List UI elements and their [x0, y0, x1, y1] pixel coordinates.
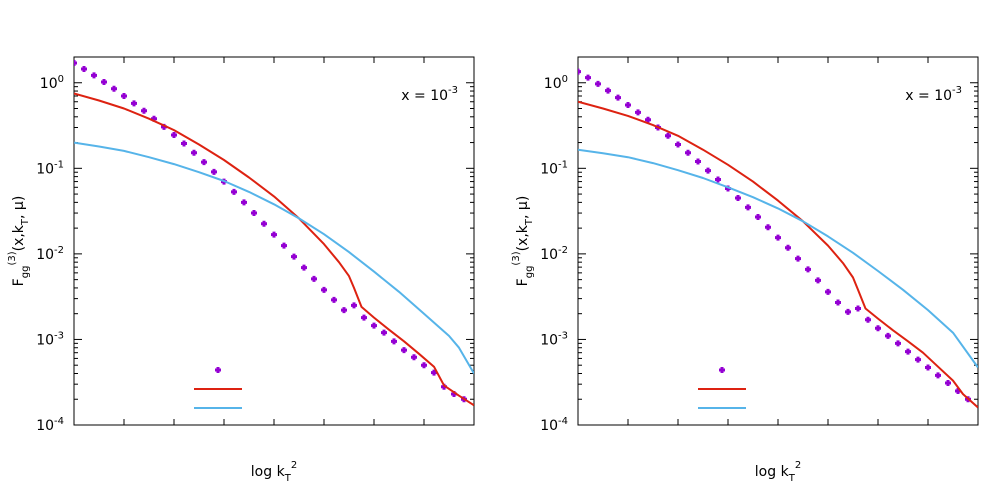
- data-point-no-sudakov: [431, 369, 437, 376]
- data-point-no-sudakov: [141, 107, 147, 114]
- data-point-no-sudakov: [81, 65, 87, 72]
- legend-swatch-point: [215, 367, 221, 373]
- data-point-no-sudakov: [181, 140, 187, 147]
- data-point-no-sudakov: [331, 296, 337, 303]
- data-point-no-sudakov: [281, 242, 287, 249]
- data-point-no-sudakov: [411, 354, 417, 361]
- y-tick-label: 10-3: [36, 330, 64, 348]
- y-tick-label: 10-4: [540, 416, 568, 434]
- data-point-no-sudakov: [341, 307, 347, 314]
- y-tick-label: 10-1: [540, 159, 568, 177]
- data-point-no-sudakov: [745, 204, 751, 211]
- data-point-no-sudakov: [705, 167, 711, 174]
- data-point-no-sudakov: [391, 338, 397, 345]
- data-point-no-sudakov: [715, 176, 721, 183]
- data-point-no-sudakov: [261, 220, 267, 227]
- data-point-no-sudakov: [311, 275, 317, 282]
- data-point-no-sudakov: [935, 372, 941, 379]
- data-point-no-sudakov: [925, 364, 931, 371]
- data-point-no-sudakov: [231, 188, 237, 195]
- data-point-no-sudakov: [825, 288, 831, 295]
- data-point-no-sudakov: [865, 316, 871, 323]
- data-point-no-sudakov: [271, 231, 277, 238]
- data-point-no-sudakov: [815, 277, 821, 284]
- data-point-no-sudakov: [945, 379, 951, 386]
- data-point-no-sudakov: [685, 149, 691, 156]
- series-line-mu17: [74, 92, 474, 407]
- legend: [698, 367, 746, 409]
- x-axis-label: log kT2: [755, 460, 801, 484]
- data-point-no-sudakov: [735, 194, 741, 201]
- data-point-no-sudakov: [371, 322, 377, 329]
- series-line-mu67: [74, 141, 474, 375]
- data-point-no-sudakov: [895, 340, 901, 347]
- data-point-no-sudakov: [855, 305, 861, 312]
- data-point-no-sudakov: [795, 255, 801, 262]
- data-point-no-sudakov: [665, 132, 671, 139]
- data-point-no-sudakov: [585, 74, 591, 81]
- data-point-no-sudakov: [885, 332, 891, 339]
- y-tick-label: 10-4: [36, 416, 64, 434]
- data-point-no-sudakov: [321, 286, 327, 293]
- data-point-no-sudakov: [121, 93, 127, 100]
- data-point-no-sudakov: [291, 253, 297, 260]
- plot-area: [578, 68, 978, 409]
- data-point-no-sudakov: [845, 308, 851, 315]
- data-point-no-sudakov: [915, 356, 921, 363]
- data-point-no-sudakov: [171, 132, 177, 139]
- data-point-no-sudakov: [211, 168, 217, 175]
- data-point-no-sudakov: [875, 325, 881, 332]
- data-point-no-sudakov: [905, 348, 911, 355]
- data-point-no-sudakov: [805, 266, 811, 273]
- y-tick-label: 10-2: [540, 245, 568, 263]
- data-point-no-sudakov: [625, 101, 631, 108]
- panel-lead: 100 10-1 10-2 10-3 10-4 log kT2 Fgg(3)(x,kT, μ…: [511, 56, 979, 484]
- data-point-no-sudakov: [695, 158, 701, 165]
- data-point-no-sudakov: [635, 109, 641, 116]
- series-line-mu67: [578, 148, 978, 369]
- data-point-no-sudakov: [131, 100, 137, 107]
- y-tick-label: 10-2: [36, 245, 64, 263]
- data-point-no-sudakov: [765, 224, 771, 231]
- y-axis-label: Fgg(3)(x,kT, μ): [7, 196, 31, 287]
- series-line-mu17: [578, 100, 978, 409]
- data-point-no-sudakov: [755, 213, 761, 220]
- data-point-no-sudakov: [191, 149, 197, 156]
- data-point-no-sudakov: [381, 329, 387, 336]
- y-tick-label: 10-3: [540, 330, 568, 348]
- data-point-no-sudakov: [361, 314, 367, 321]
- y-tick-label: 10-1: [36, 159, 64, 177]
- data-point-no-sudakov: [675, 141, 681, 148]
- data-point-no-sudakov: [241, 199, 247, 206]
- x-value-annotation: x = 10-3: [905, 85, 962, 104]
- data-point-no-sudakov: [301, 264, 307, 271]
- data-point-no-sudakov: [421, 362, 427, 369]
- data-point-no-sudakov: [785, 244, 791, 251]
- legend: [194, 367, 242, 409]
- data-point-no-sudakov: [111, 85, 117, 92]
- data-point-no-sudakov: [201, 159, 207, 166]
- plot-area: [74, 60, 474, 407]
- x-value-annotation: x = 10-3: [401, 85, 458, 104]
- y-tick-label: 100: [544, 74, 568, 92]
- data-point-no-sudakov: [775, 234, 781, 241]
- data-point-no-sudakov: [835, 299, 841, 306]
- data-point-no-sudakov: [401, 347, 407, 354]
- y-tick-label: 100: [40, 74, 64, 92]
- x-axis-label: log kT2: [251, 460, 297, 484]
- data-point-no-sudakov: [101, 79, 107, 86]
- legend-swatch-point: [719, 367, 725, 373]
- panel-proton: 100 10-1 10-2 10-3 10-4 log kT2 Fgg(3)(x,kT, μ…: [7, 56, 475, 484]
- data-point-no-sudakov: [578, 68, 581, 75]
- data-point-no-sudakov: [351, 302, 357, 309]
- y-axis-label: Fgg(3)(x,kT, μ): [511, 196, 535, 287]
- data-point-no-sudakov: [645, 116, 651, 123]
- data-point-no-sudakov: [595, 80, 601, 87]
- data-point-no-sudakov: [615, 94, 621, 101]
- data-point-no-sudakov: [605, 87, 611, 94]
- data-point-no-sudakov: [251, 210, 257, 217]
- data-point-no-sudakov: [91, 72, 97, 79]
- data-point-no-sudakov: [74, 60, 77, 67]
